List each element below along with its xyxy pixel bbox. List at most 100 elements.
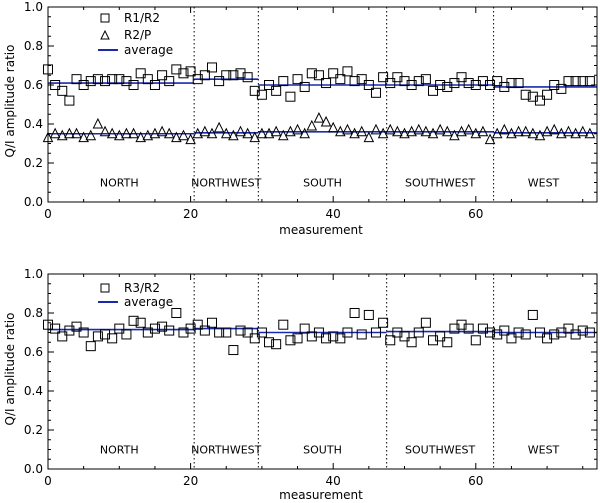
- y-tick-label: 1.0: [24, 267, 43, 281]
- region-label-southwest: SOUTHWEST: [405, 177, 475, 190]
- data-point-square: [313, 70, 324, 81]
- data-point-square: [442, 81, 453, 92]
- data-point-triangle: [356, 125, 368, 137]
- data-point-square: [570, 329, 581, 340]
- x-tick-label: 0: [44, 474, 52, 488]
- data-point-square: [363, 309, 374, 320]
- data-point-square: [485, 80, 496, 90]
- data-point-square: [142, 74, 153, 85]
- data-point-square: [71, 321, 82, 332]
- data-point-square: [256, 327, 267, 338]
- y-tick-label: 0.6: [24, 78, 43, 92]
- data-point-square: [328, 331, 339, 342]
- x-tick-label: 60: [468, 474, 483, 488]
- data-point-triangle: [256, 127, 268, 139]
- data-point-square: [285, 335, 296, 346]
- data-point-square: [285, 91, 296, 102]
- data-point-square: [149, 80, 160, 90]
- data-point-triangle: [121, 127, 132, 139]
- data-point-square: [563, 76, 574, 87]
- data-point-square: [463, 78, 474, 89]
- data-point-square: [428, 85, 439, 96]
- data-point-triangle: [534, 129, 546, 141]
- y-tick-label: 0.4: [24, 117, 43, 131]
- y-tick-label: 0.8: [24, 306, 43, 320]
- data-point-triangle: [277, 129, 289, 141]
- data-point-triangle: [106, 127, 118, 139]
- data-point-square: [342, 327, 353, 338]
- region-label-south: SOUTH: [303, 444, 342, 457]
- data-point-square: [413, 76, 424, 87]
- data-point-square: [542, 89, 553, 100]
- legend-label-average: average: [124, 43, 173, 57]
- data-point-square: [477, 323, 488, 334]
- data-point-triangle: [306, 119, 318, 131]
- data-point-square: [385, 335, 396, 346]
- x-tick-label: 20: [183, 207, 198, 221]
- data-point-triangle: [320, 115, 332, 127]
- data-point-square: [456, 319, 467, 330]
- data-point-square: [534, 95, 545, 106]
- data-point-square: [249, 85, 260, 96]
- top-x-axis-title: measurement: [279, 223, 363, 237]
- data-point-square: [235, 68, 246, 79]
- data-point-square: [584, 76, 595, 87]
- data-point-square: [171, 64, 182, 75]
- data-point-square: [185, 323, 196, 334]
- data-point-triangle: [392, 125, 403, 137]
- data-point-square: [199, 70, 210, 81]
- y-tick-label: 0.0: [24, 195, 43, 209]
- region-label-northwest: NORTHWEST: [191, 177, 262, 190]
- data-point-triangle: [192, 127, 204, 139]
- top-region-labels: NORTH NORTHWEST SOUTH SOUTHWEST WEST: [100, 177, 560, 190]
- data-point-square: [321, 78, 332, 89]
- data-point-square: [206, 317, 217, 328]
- data-point-square: [271, 339, 282, 350]
- data-point-triangle: [220, 127, 232, 139]
- y-tick-label: 0.0: [24, 462, 43, 476]
- data-point-triangle: [470, 127, 482, 139]
- data-point-square: [563, 323, 574, 334]
- data-point-square: [78, 327, 89, 338]
- data-point-triangle: [556, 127, 567, 139]
- bottom-region-labels: NORTH NORTHWEST SOUTH SOUTHWEST WEST: [100, 444, 560, 457]
- data-point-square: [463, 323, 474, 334]
- data-point-square: [192, 74, 203, 85]
- data-point-triangle: [128, 127, 139, 139]
- data-point-triangle: [413, 123, 425, 135]
- data-point-triangle: [199, 125, 211, 137]
- data-point-triangle: [156, 125, 168, 137]
- data-point-square: [513, 327, 524, 338]
- data-point-square: [157, 70, 168, 81]
- data-point-square: [442, 337, 453, 348]
- y-tick-label: 0.4: [24, 384, 43, 398]
- bottom-ticks: 0.0 0.2 0.4 0.6 0.8 1.0 0 20 40 60: [24, 267, 597, 488]
- data-point-square: [485, 327, 496, 338]
- data-point-square: [492, 329, 503, 340]
- data-point-square: [114, 74, 125, 85]
- data-point-triangle: [399, 127, 410, 139]
- data-point-square: [313, 327, 324, 338]
- data-point-square: [192, 319, 203, 330]
- data-point-triangle: [49, 127, 61, 139]
- data-point-triangle: [135, 131, 146, 143]
- data-point-square: [264, 80, 275, 90]
- data-point-square: [413, 327, 424, 338]
- data-point-square: [221, 327, 232, 338]
- data-point-square: [135, 317, 146, 328]
- data-point-square: [85, 341, 96, 352]
- region-label-west: WEST: [528, 177, 560, 190]
- legend-square-icon: [100, 13, 110, 23]
- data-point-square: [57, 331, 68, 342]
- data-point-triangle: [185, 133, 196, 145]
- data-point-triangle: [527, 127, 539, 139]
- data-point-square: [107, 74, 118, 85]
- data-point-square: [356, 329, 367, 340]
- data-point-square: [57, 85, 68, 96]
- data-point-square: [420, 74, 431, 85]
- data-point-square: [206, 62, 217, 73]
- region-label-west: WEST: [528, 444, 560, 457]
- bottom-panel: 0.0 0.2 0.4 0.6 0.8 1.0 0 20 40 60 NORTH NORTHWES…: [3, 267, 598, 502]
- data-point-square: [135, 68, 146, 79]
- data-point-triangle: [342, 123, 353, 135]
